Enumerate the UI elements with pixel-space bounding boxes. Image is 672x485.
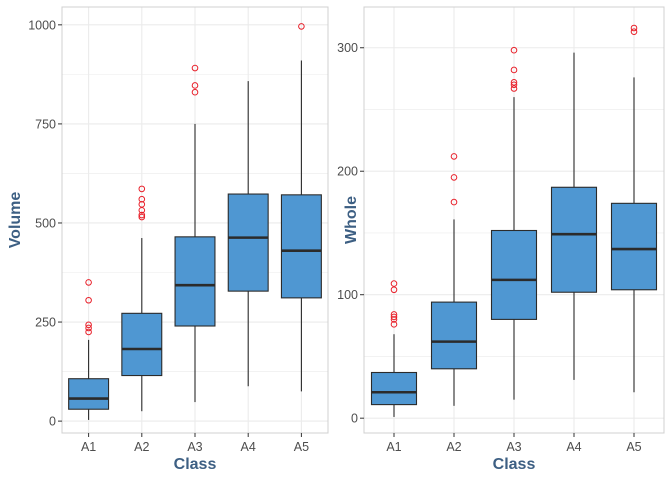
outlier-point <box>85 321 92 329</box>
outlier-point <box>390 286 398 294</box>
outlier-point <box>390 313 398 321</box>
x-tick-label: A4 <box>241 440 256 454</box>
box-A2 <box>121 185 163 412</box>
outlier-point <box>85 279 92 286</box>
panel-2: 0 100 200 300 A1 A2 A3 A4 A5 Class Whole <box>337 6 665 473</box>
box-A5 <box>280 23 322 392</box>
outlier-point <box>390 321 398 328</box>
outlier-point <box>390 311 398 318</box>
outlier-point <box>630 28 638 35</box>
y-tick-label: 0 <box>351 412 358 426</box>
y-tick-label: 300 <box>337 41 358 55</box>
box-A5 <box>610 24 658 393</box>
box-body <box>490 229 538 320</box>
outlier-point <box>85 328 92 336</box>
x-tick-label: A5 <box>294 440 309 454</box>
outlier-point <box>450 198 458 206</box>
outlier-point <box>450 174 458 181</box>
box-body <box>430 301 478 370</box>
y-tick-label: 500 <box>35 216 56 230</box>
outlier-point <box>85 296 92 304</box>
x-tick-label: A1 <box>81 440 96 454</box>
box-A4 <box>550 52 598 380</box>
box-body <box>121 312 163 377</box>
y-axis-title: Volume <box>7 192 24 249</box>
outlier-point <box>191 82 199 89</box>
outlier-point <box>390 316 398 323</box>
outlier-point <box>510 66 518 74</box>
y-tick-label: 0 <box>49 415 56 429</box>
outlier-point <box>138 213 146 221</box>
y-tick-label: 750 <box>35 117 56 131</box>
x-axis-title: Class <box>174 456 217 473</box>
y-axis-title: Whole <box>343 196 360 244</box>
box-A2 <box>430 153 478 406</box>
x-tick-label: A4 <box>566 440 581 454</box>
outlier-point <box>510 81 518 89</box>
box-body <box>68 378 110 410</box>
box-body <box>550 186 598 293</box>
y-tick-label: 250 <box>35 316 56 330</box>
x-tick-label: A3 <box>506 440 521 454</box>
outlier-point <box>138 206 146 214</box>
x-tick-label: A2 <box>134 440 149 454</box>
outlier-point <box>390 280 398 287</box>
y-tick-label: 1000 <box>28 18 56 32</box>
x-tick-label: A2 <box>446 440 461 454</box>
box-A3 <box>490 46 538 400</box>
box-body <box>227 193 269 292</box>
outlier-point <box>138 211 146 219</box>
box-body <box>370 371 418 406</box>
box-body <box>280 194 322 299</box>
outlier-point <box>191 64 199 72</box>
box-body <box>174 236 216 327</box>
outlier-point <box>510 79 518 86</box>
outlier-point <box>450 153 458 160</box>
panel-1: 0 250 500 750 1000 A1 A2 A3 A4 A5 Class Volume <box>7 6 329 473</box>
outlier-point <box>298 23 305 30</box>
x-tick-label: A5 <box>626 440 641 454</box>
outlier-point <box>630 24 638 32</box>
outlier-point <box>138 185 146 193</box>
x-tick-label: A3 <box>187 440 202 454</box>
box-A1 <box>68 279 110 420</box>
box-A3 <box>174 64 216 403</box>
outlier-point <box>191 88 199 96</box>
x-tick-label: A1 <box>386 440 401 454</box>
outlier-point <box>510 85 518 92</box>
box-A1 <box>370 280 418 417</box>
outlier-point <box>85 324 92 332</box>
x-axis-title: Class <box>493 456 536 473</box>
box-A4 <box>227 81 269 387</box>
y-tick-label: 200 <box>337 165 358 179</box>
y-tick-label: 100 <box>337 288 358 302</box>
box-body <box>610 202 658 291</box>
outlier-point <box>510 46 518 54</box>
